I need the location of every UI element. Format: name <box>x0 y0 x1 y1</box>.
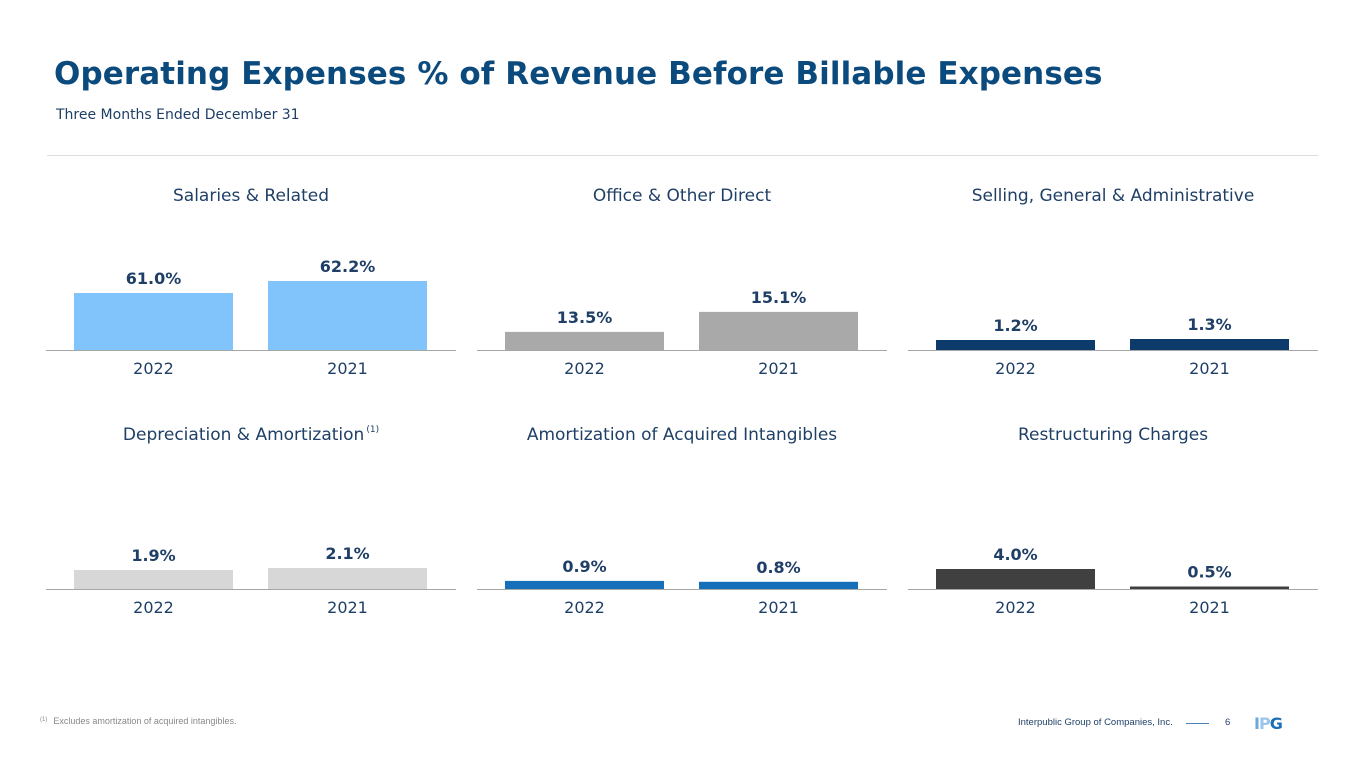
bar-chart: 61.0% 2022 62.2% 2021 <box>46 257 456 378</box>
data-label: 0.5% <box>1187 563 1231 582</box>
x-tick-label: 2021 <box>1189 359 1230 378</box>
data-label: 13.5% <box>557 308 613 327</box>
x-tick-label: 2022 <box>133 598 174 617</box>
bar-2022 <box>505 331 664 350</box>
data-label: 1.3% <box>1187 315 1231 334</box>
x-tick-label: 2022 <box>995 598 1036 617</box>
bar-2022 <box>74 293 233 350</box>
bar-chart: 0.9% 2022 0.8% 2021 <box>477 557 887 617</box>
data-label: 2.1% <box>325 544 369 563</box>
chart-title: Depreciation & Amortization (1) <box>46 425 456 445</box>
x-tick-label: 2021 <box>327 359 368 378</box>
chart-title-text: Depreciation & Amortization <box>122 425 365 445</box>
chart-panel-amortization: Amortization of Acquired Intangibles 0.9%… <box>477 425 887 645</box>
footnote-text: Excludes amortization of acquired intang… <box>53 716 237 726</box>
page-title: Operating Expenses % of Revenue Before B… <box>54 56 1103 92</box>
x-tick-label: 2021 <box>758 359 799 378</box>
bar-chart: 13.5% 2022 15.1% 2021 <box>477 288 887 378</box>
bar-chart: 4.0% 2022 0.5% 2021 <box>908 545 1318 617</box>
chart-panel-salaries: Salaries & Related 61.0% 2022 62.2% 2021 <box>46 186 456 406</box>
chart-title-text: Restructuring Charges <box>1017 425 1209 445</box>
data-label: 1.2% <box>993 316 1037 335</box>
bar-2021 <box>699 581 858 589</box>
data-label: 0.8% <box>756 558 800 577</box>
x-tick-label: 2022 <box>995 359 1036 378</box>
footnote: (1) Excludes amortization of acquired int… <box>40 716 236 726</box>
ipg-logo: IPG <box>1254 714 1283 733</box>
x-tick-label: 2021 <box>758 598 799 617</box>
data-label: 61.0% <box>126 269 182 288</box>
chart-title-text: Salaries & Related <box>172 186 329 206</box>
x-tick-label: 2021 <box>327 598 368 617</box>
data-label: 62.2% <box>320 257 376 276</box>
bar-2022 <box>74 570 233 589</box>
chart-title-text: Amortization of Acquired Intangibles <box>526 425 838 445</box>
x-tick-label: 2022 <box>564 359 605 378</box>
bar-2022 <box>936 569 1095 589</box>
bar-chart: 1.2% 2022 1.3% 2021 <box>908 315 1318 378</box>
data-label: 1.9% <box>131 546 175 565</box>
logo-letter: I <box>1254 714 1260 733</box>
bar-2021 <box>268 281 427 350</box>
x-tick-label: 2022 <box>133 359 174 378</box>
data-label: 0.9% <box>562 557 606 576</box>
logo-letter: G <box>1269 714 1283 733</box>
bar-2021 <box>1130 586 1289 589</box>
header-divider <box>47 155 1318 156</box>
footnote-marker: (1) <box>40 717 48 723</box>
logo-letter: P <box>1258 714 1271 733</box>
data-label: 4.0% <box>993 545 1037 564</box>
page-subtitle: Three Months Ended December 31 <box>56 107 300 123</box>
chart-title-text: Selling, General & Administrative <box>971 186 1255 206</box>
footnote-reference: (1) <box>366 425 380 435</box>
chart-title: Selling, General & Administrative <box>908 186 1318 206</box>
chart-panel-sga: Selling, General & Administrative 1.2% 202… <box>908 186 1318 406</box>
company-name: Interpublic Group of Companies, Inc. <box>1018 717 1173 728</box>
data-label: 15.1% <box>751 288 807 307</box>
bar-2022 <box>505 580 664 589</box>
chart-title: Amortization of Acquired Intangibles <box>477 425 887 445</box>
chart-title-text: Office & Other Direct <box>592 186 772 206</box>
chart-panel-office: Office & Other Direct 13.5% 2022 15.1% 2021 <box>477 186 887 406</box>
chart-panel-depreciation: Depreciation & Amortization (1) 1.9% 2022 2.… <box>46 425 456 645</box>
bar-2021 <box>699 311 858 350</box>
chart-title: Restructuring Charges <box>908 425 1318 445</box>
footer-divider <box>1186 723 1209 724</box>
x-tick-label: 2021 <box>1189 598 1230 617</box>
bar-chart: 1.9% 2022 2.1% 2021 <box>46 544 456 617</box>
bar-2021 <box>1130 339 1289 350</box>
x-tick-label: 2022 <box>564 598 605 617</box>
page-number: 6 <box>1225 717 1231 728</box>
bar-2022 <box>936 340 1095 350</box>
chart-title: Salaries & Related <box>46 186 456 206</box>
chart-title: Office & Other Direct <box>477 186 887 206</box>
chart-panel-restructuring: Restructuring Charges 4.0% 2022 0.5% 2021 <box>908 425 1318 645</box>
bar-2021 <box>268 568 427 589</box>
